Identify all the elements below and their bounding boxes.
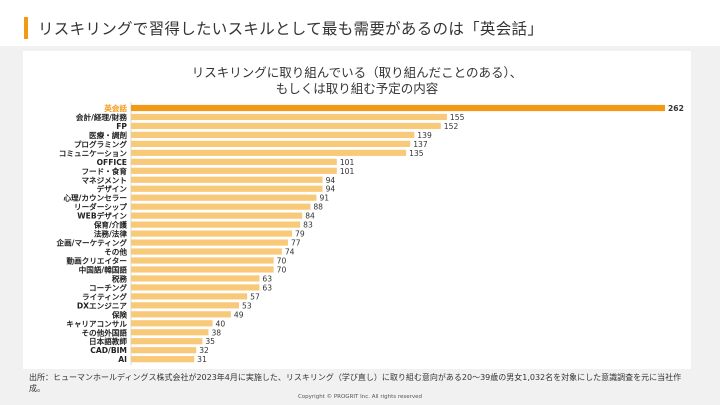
value-label: 152	[444, 122, 459, 131]
value-label: 83	[303, 221, 313, 230]
bar	[131, 311, 231, 318]
bar	[131, 212, 303, 219]
chart-title: リスキリングに取り組んでいる（取り組んだことのある）、 もしくは取り組む予定の内…	[23, 65, 691, 97]
bar	[131, 194, 317, 201]
category-label: 会計/経理/財務	[76, 112, 128, 122]
bar	[131, 284, 260, 291]
category-label: コーチング	[89, 282, 127, 292]
value-label: 155	[450, 113, 465, 122]
value-label: 53	[242, 301, 252, 310]
category-label: 保険	[111, 309, 128, 319]
value-label: 262	[668, 104, 684, 113]
value-label: 137	[413, 140, 428, 149]
value-label: 101	[340, 158, 355, 167]
category-label: 医療・調剤	[89, 130, 127, 140]
bar	[131, 203, 311, 210]
page-title: リスキリングで習得したいスキルとして最も需要があるのは「英会話」	[38, 20, 544, 38]
category-label: キャリアコンサル	[66, 319, 127, 328]
category-label: コミュニケーション	[59, 149, 128, 158]
bar	[131, 221, 301, 228]
category-label: 法務/法律	[94, 229, 128, 239]
category-label: その他	[104, 247, 127, 257]
category-label: 中国語/韓国語	[79, 264, 128, 274]
bar	[131, 104, 665, 112]
bar	[131, 131, 415, 139]
title-accent-bar	[24, 17, 28, 39]
value-label: 139	[417, 131, 432, 140]
category-label: OFFICE	[97, 158, 127, 167]
bar	[131, 158, 337, 165]
value-label: 70	[277, 256, 287, 265]
bar	[131, 266, 274, 273]
value-label: 70	[277, 265, 287, 274]
category-label: デザイン	[97, 184, 128, 194]
bar	[131, 140, 411, 147]
category-label: CAD/BIM	[90, 346, 127, 355]
bar	[131, 302, 240, 309]
source-note: 出所：ヒューマンホールディングス株式会社が2023年4月に実施した、リスキリング…	[29, 373, 682, 393]
chart-title-line2: もしくは取り組む予定の内容	[275, 81, 439, 96]
category-label: 心理/カウンセラー	[63, 193, 127, 203]
bar	[131, 149, 407, 156]
value-label: 91	[319, 194, 329, 203]
category-label: リーダーシップ	[74, 202, 127, 212]
bar	[131, 275, 260, 282]
value-label: 94	[326, 185, 336, 194]
value-label: 31	[197, 355, 207, 364]
bar	[131, 230, 293, 237]
category-label: マネジメント	[81, 176, 127, 185]
value-label: 35	[205, 337, 215, 346]
bar	[131, 167, 337, 174]
category-label: ライティング	[82, 291, 127, 301]
category-label: フード・食育	[81, 166, 127, 176]
bar	[131, 347, 197, 354]
bar	[131, 329, 209, 336]
value-label: 101	[340, 167, 355, 176]
value-label: 88	[313, 203, 323, 212]
bar	[131, 122, 441, 130]
value-label: 84	[305, 212, 315, 221]
bar	[131, 356, 195, 363]
bar	[131, 176, 323, 183]
category-label: AI	[118, 355, 127, 364]
value-label: 135	[409, 149, 424, 158]
value-label: 79	[295, 230, 305, 239]
bar	[131, 338, 203, 345]
value-label: 57	[250, 292, 260, 301]
chart-title-line1: リスキリングに取り組んでいる（取り組んだことのある）、	[191, 65, 523, 80]
value-label: 74	[285, 248, 295, 257]
category-label: 動画クリエイター	[67, 255, 127, 265]
category-label: 日本語教師	[89, 336, 127, 346]
category-label: DXエンジニア	[77, 301, 128, 310]
category-label: その他外国語	[81, 327, 127, 337]
bar	[131, 113, 447, 121]
bar	[131, 239, 288, 246]
value-label: 40	[216, 319, 226, 328]
value-label: 77	[291, 239, 301, 248]
category-label: WEBデザイン	[77, 211, 127, 221]
value-label: 63	[262, 274, 272, 283]
bar	[131, 320, 213, 327]
bar	[131, 257, 274, 264]
category-label: 英会話	[104, 103, 127, 113]
bar	[131, 293, 248, 300]
value-label: 49	[234, 310, 244, 319]
value-label: 32	[199, 346, 209, 355]
chart-card: リスキリングに取り組んでいる（取り組んだことのある）、 もしくは取り組む予定の内…	[23, 51, 691, 369]
bar	[131, 185, 323, 192]
header: リスキリングで習得したいスキルとして最も需要があるのは「英会話」	[0, 0, 720, 46]
value-label: 63	[262, 283, 272, 292]
category-label: 税務	[112, 273, 128, 283]
category-label: プログラミング	[74, 139, 128, 149]
copyright: Copyright © PROGRIT Inc. All rights rese…	[297, 394, 423, 400]
value-label: 94	[326, 176, 336, 185]
value-label: 38	[211, 328, 221, 337]
category-label: FP	[116, 122, 127, 131]
category-label: 保育/介護	[93, 220, 128, 230]
category-label: 企画/マーケティング	[55, 238, 127, 248]
bar-chart: 英会話 262 会計/経理/財務 155 FP 152 医療・調剤 139 プログラミング 137…	[55, 102, 684, 366]
bar	[131, 248, 282, 255]
